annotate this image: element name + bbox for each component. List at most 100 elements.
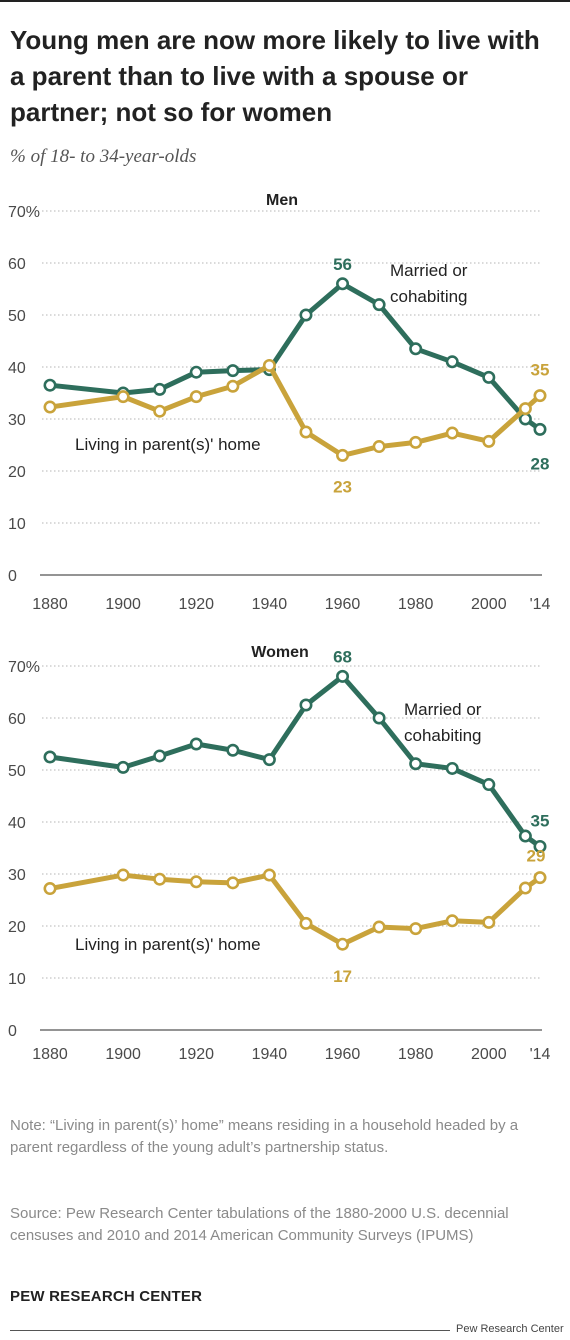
men-line-chart: Men 70% 60 50 40 30 20 10 0 1880 1900 1920 1940 1960 1…: [8, 192, 551, 613]
men-y-tick-label: 50: [8, 308, 26, 325]
women-y-tick-label: 0: [8, 1023, 17, 1040]
men-married-or-cohabiting-point: [189, 365, 203, 379]
women-married-or-cohabiting-point: [299, 698, 313, 712]
men-living-in-parent-s-home-data-label: 35: [531, 361, 550, 380]
women-married-or-cohabiting-point: [226, 743, 240, 757]
men-married-or-cohabiting-point: [409, 342, 423, 356]
women-x-tick-label: 1960: [325, 1046, 361, 1063]
men-x-tick-label: 2000: [471, 596, 507, 613]
top-rule: [0, 0, 570, 2]
women-married-or-cohabiting-point: [43, 750, 57, 764]
men-living-in-parent-s-home-point: [189, 390, 203, 404]
men-y-tick-label: 20: [8, 464, 26, 481]
women-married-or-cohabiting-point: [336, 669, 350, 683]
women-married-or-cohabiting-point: [518, 829, 532, 843]
women-living-in-parent-s-home-data-label: 29: [527, 847, 546, 866]
men-married-or-cohabiting-label: Married or: [390, 261, 468, 280]
women-living-in-parent-s-home-point: [153, 872, 167, 886]
men-x-tick-label: 1900: [105, 596, 141, 613]
chart-title: Young men are now more likely to live wi…: [10, 25, 540, 127]
men-married-or-cohabiting-point: [518, 412, 532, 426]
men-married-or-cohabiting-point: [336, 277, 350, 291]
women-living-in-parent-s-home-label: Living in parent(s)' home: [75, 935, 261, 954]
bottom-rule: [10, 1330, 450, 1331]
men-married-or-cohabiting-line: [47, 281, 543, 432]
women-married-or-cohabiting-data-label: 35: [531, 811, 550, 830]
women-married-or-cohabiting-point: [116, 760, 130, 774]
men-living-in-parent-s-home-point: [482, 434, 496, 448]
men-married-or-cohabiting-data-label: 56: [333, 255, 352, 274]
men-x-tick-label: 1940: [252, 596, 288, 613]
men-living-in-parent-s-home-point: [372, 440, 386, 454]
women-living-in-parent-s-home-point: [189, 875, 203, 889]
chart-source: Source: Pew Research Center tabulations …: [10, 1205, 509, 1244]
women-married-or-cohabiting-point: [533, 839, 547, 853]
men-y-tick-label: 40: [8, 360, 26, 377]
women-living-in-parent-s-home-point: [43, 882, 57, 896]
men-living-in-parent-s-home-label: Living in parent(s)' home: [75, 435, 261, 454]
women-living-in-parent-s-home-point: [409, 922, 423, 936]
men-married-or-cohabiting-point: [482, 370, 496, 384]
men-x-tick-label: 1920: [178, 596, 214, 613]
men-living-in-parent-s-home-point: [153, 404, 167, 418]
men-y-tick-label: 30: [8, 412, 26, 429]
women-married-or-cohabiting-point: [482, 778, 496, 792]
men-married-or-cohabiting-point: [153, 382, 167, 396]
chart-subtitle: % of 18- to 34-year-olds: [10, 146, 197, 167]
women-living-in-parent-s-home-point: [262, 868, 276, 882]
men-panel-title: Men: [266, 192, 298, 209]
women-y-tick-label: 10: [8, 971, 26, 988]
men-living-in-parent-s-home-point: [409, 435, 423, 449]
women-x-tick-label: 1940: [252, 1046, 288, 1063]
women-living-in-parent-s-home-point: [226, 876, 240, 890]
men-married-or-cohabiting-point: [372, 298, 386, 312]
men-living-in-parent-s-home-point: [299, 425, 313, 439]
women-married-or-cohabiting-point: [189, 737, 203, 751]
women-married-or-cohabiting-label: Married or: [404, 700, 482, 719]
women-y-tick-label: 30: [8, 867, 26, 884]
men-married-or-cohabiting-point: [533, 422, 547, 436]
women-y-tick-label: 50: [8, 763, 26, 780]
women-y-tick-label: 60: [8, 711, 26, 728]
men-y-tick-label: 70%: [8, 204, 40, 221]
women-x-tick-label: 1880: [32, 1046, 68, 1063]
women-living-in-parent-s-home-point: [445, 914, 459, 928]
women-married-or-cohabiting-data-label: 68: [333, 647, 352, 666]
men-living-in-parent-s-home-data-label: 23: [333, 477, 352, 496]
men-married-or-cohabiting-label: cohabiting: [390, 287, 468, 306]
women-living-in-parent-s-home-point: [518, 881, 532, 895]
women-y-tick-label: 20: [8, 919, 26, 936]
women-married-or-cohabiting-point: [372, 711, 386, 725]
men-living-in-parent-s-home-point: [262, 358, 276, 372]
men-living-in-parent-s-home-point: [445, 426, 459, 440]
women-x-tick-label: 1920: [178, 1046, 214, 1063]
women-living-in-parent-s-home-point: [336, 937, 350, 951]
women-panel-title: Women: [251, 644, 308, 661]
men-living-in-parent-s-home-point: [518, 402, 532, 416]
men-married-or-cohabiting-point: [299, 308, 313, 322]
men-living-in-parent-s-home-point: [533, 389, 547, 403]
women-x-tick-label: 2000: [471, 1046, 507, 1063]
men-married-or-cohabiting-point: [43, 378, 57, 392]
men-living-in-parent-s-home-point: [43, 400, 57, 414]
men-married-or-cohabiting-point: [226, 364, 240, 378]
women-living-in-parent-s-home-point: [482, 915, 496, 929]
women-married-or-cohabiting-label: cohabiting: [404, 726, 482, 745]
men-x-tick-label: 1980: [398, 596, 434, 613]
men-x-tick-label: 1960: [325, 596, 361, 613]
women-y-tick-label: 70%: [8, 659, 40, 676]
credit-text: Pew Research Center: [456, 1323, 564, 1335]
women-married-or-cohabiting-point: [262, 753, 276, 767]
women-x-tick-label: 1900: [105, 1046, 141, 1063]
men-y-tick-label: 10: [8, 516, 26, 533]
women-living-in-parent-s-home-point: [299, 916, 313, 930]
women-y-tick-label: 40: [8, 815, 26, 832]
women-married-or-cohabiting-point: [409, 757, 423, 771]
women-living-in-parent-s-home-data-label: 17: [333, 967, 352, 986]
women-x-tick-label: 1980: [398, 1046, 434, 1063]
women-line-chart: Women 70% 60 50 40 30 20 10 0 1880 1900 1920 1940 196…: [8, 644, 551, 1063]
org-name: PEW RESEARCH CENTER: [10, 1288, 203, 1305]
men-married-or-cohabiting-data-label: 28: [531, 454, 550, 473]
men-y-tick-label: 0: [8, 568, 17, 585]
women-living-in-parent-s-home-line: [47, 872, 543, 947]
